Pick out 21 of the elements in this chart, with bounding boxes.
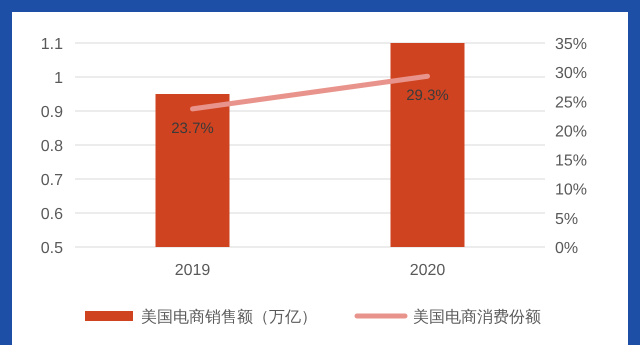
y2-tick-label: 20% [555, 123, 588, 140]
legend-label: 美国电商销售额（万亿） [141, 308, 317, 326]
legend-label: 美国电商消费份额 [413, 308, 541, 326]
y2-tick-label: 5% [555, 210, 578, 228]
x-tick-label: 2019 [174, 262, 210, 279]
data-label: 23.7% [171, 120, 214, 137]
y-tick-label: 0.6 [40, 206, 64, 223]
x-tick-label: 2020 [410, 262, 446, 279]
y-tick-label: 0.7 [40, 172, 64, 189]
y2-tick-label: 35% [555, 36, 588, 53]
y-tick-label: 0.5 [40, 240, 64, 257]
y-tick-label: 0.8 [40, 138, 64, 155]
y-tick-label: 1 [54, 70, 64, 87]
y2-tick-label: 15% [555, 152, 588, 170]
data-label: 29.3% [406, 87, 449, 104]
y2-tick-label: 25% [555, 94, 588, 112]
y2-tick-label: 0% [555, 240, 578, 257]
y2-tick-label: 10% [555, 182, 588, 199]
y-tick-label: 0.9 [40, 104, 64, 121]
y2-tick-label: 30% [555, 65, 588, 82]
y-tick-label: 1.1 [40, 36, 64, 53]
